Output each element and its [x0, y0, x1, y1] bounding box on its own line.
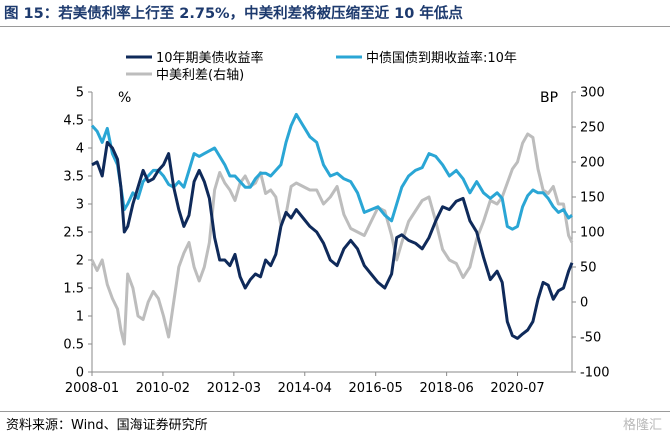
- left-tick-label: 1: [76, 310, 84, 325]
- left-tick-label: 1.5: [63, 282, 84, 297]
- right-tick-label: -50: [580, 331, 601, 346]
- left-tick-label: 5: [76, 86, 84, 101]
- right-axis-unit: BP: [540, 90, 558, 106]
- left-tick-label: 4: [76, 142, 84, 157]
- left-tick-label: 3.5: [63, 170, 84, 185]
- x-tick-label: 2016-05: [349, 381, 403, 396]
- source-note: 资料来源：Wind、国海证券研究所: [6, 418, 208, 433]
- right-tick-label: 200: [580, 156, 605, 171]
- x-tick-label: 2014-04: [278, 381, 332, 396]
- right-tick-label: 50: [580, 261, 597, 276]
- x-tick-label: 2012-03: [207, 381, 261, 396]
- left-tick-label: 4.5: [63, 114, 84, 129]
- title-divider: [0, 26, 670, 27]
- right-tick-label: -100: [580, 366, 610, 381]
- right-tick-label: 100: [580, 226, 605, 241]
- left-tick-label: 3: [76, 198, 84, 213]
- x-tick-label: 2018-06: [419, 381, 473, 396]
- x-tick-label: 2008-01: [65, 381, 119, 396]
- source-divider: [0, 411, 670, 412]
- left-tick-label: 0: [76, 366, 84, 381]
- x-tick-label: 2020-07: [490, 381, 544, 396]
- series-line-1: [90, 112, 573, 231]
- watermark-logo: 格隆汇: [622, 418, 662, 433]
- right-tick-label: 150: [580, 191, 605, 206]
- legend-label-1: 中债国债到期收益率:10年: [366, 50, 517, 66]
- series-line-0: [91, 140, 574, 340]
- series-line-2: [90, 132, 574, 346]
- left-tick-label: 2.5: [63, 226, 84, 241]
- right-tick-label: 0: [580, 296, 588, 311]
- left-axis-unit: %: [118, 90, 131, 106]
- right-tick-label: 250: [580, 121, 605, 136]
- left-tick-label: 2: [76, 254, 84, 269]
- chart-title: 图 15：若美债利率上行至 2.75%，中美利差将被压缩至近 10 年低点: [4, 6, 463, 22]
- right-tick-label: 300: [580, 86, 605, 101]
- legend-label-2: 中美利差(右轴): [156, 68, 244, 83]
- x-tick-label: 2010-02: [136, 381, 190, 396]
- legend-label-0: 10年期美债收益率: [156, 50, 264, 66]
- line-chart: 0 0.5 1 1.5 2 2.5 3 3.5 4 4.5 5 -100 -50 0 50 100 150 200…: [63, 50, 610, 396]
- left-tick-label: 0.5: [63, 338, 84, 353]
